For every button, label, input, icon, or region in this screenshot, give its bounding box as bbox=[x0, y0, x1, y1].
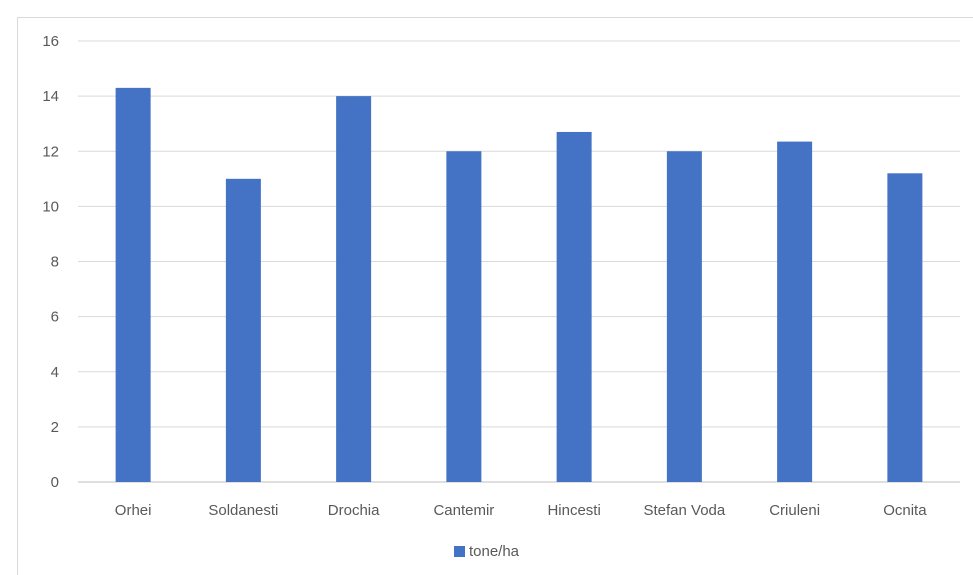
x-axis-ticks: Orhei Soldanesti Drochia Cantemir Hincesti St… bbox=[115, 502, 927, 519]
x-tick-label: Criuleni bbox=[769, 502, 820, 519]
y-tick-label: 8 bbox=[51, 254, 59, 271]
bar-cantemir bbox=[446, 151, 482, 482]
x-tick-label: Soldanesti bbox=[208, 502, 278, 519]
y-tick-label: 4 bbox=[51, 364, 59, 381]
bar-drochia bbox=[336, 96, 372, 482]
bar-criuleni bbox=[777, 141, 813, 482]
y-tick-label: 10 bbox=[42, 198, 59, 215]
bar-hincesti bbox=[556, 131, 592, 483]
bar-ocnita bbox=[887, 173, 923, 483]
bar-stefan-voda bbox=[666, 151, 702, 482]
x-tick-label: Ocnita bbox=[883, 502, 927, 519]
gridlines bbox=[78, 40, 960, 483]
x-tick-label: Drochia bbox=[328, 502, 380, 519]
legend-swatch bbox=[453, 546, 465, 557]
legend-label: tone/ha bbox=[468, 543, 520, 560]
x-tick-label: Hincesti bbox=[547, 502, 600, 519]
y-tick-label: 0 bbox=[51, 474, 59, 491]
bar-soldanesti bbox=[225, 178, 261, 482]
legend: tone/ha bbox=[0, 543, 973, 560]
bars bbox=[115, 87, 923, 483]
y-axis-ticks: 0 2 4 6 8 10 12 14 16 bbox=[42, 33, 59, 491]
y-tick-label: 14 bbox=[42, 88, 59, 105]
x-tick-label: Stefan Voda bbox=[644, 502, 726, 519]
x-tick-label: Orhei bbox=[115, 502, 152, 519]
x-tick-label: Cantemir bbox=[433, 502, 494, 519]
y-tick-label: 6 bbox=[51, 309, 59, 326]
y-tick-label: 12 bbox=[42, 143, 59, 160]
y-tick-label: 16 bbox=[42, 33, 59, 50]
bar-orhei bbox=[115, 87, 151, 482]
y-tick-label: 2 bbox=[51, 419, 59, 436]
